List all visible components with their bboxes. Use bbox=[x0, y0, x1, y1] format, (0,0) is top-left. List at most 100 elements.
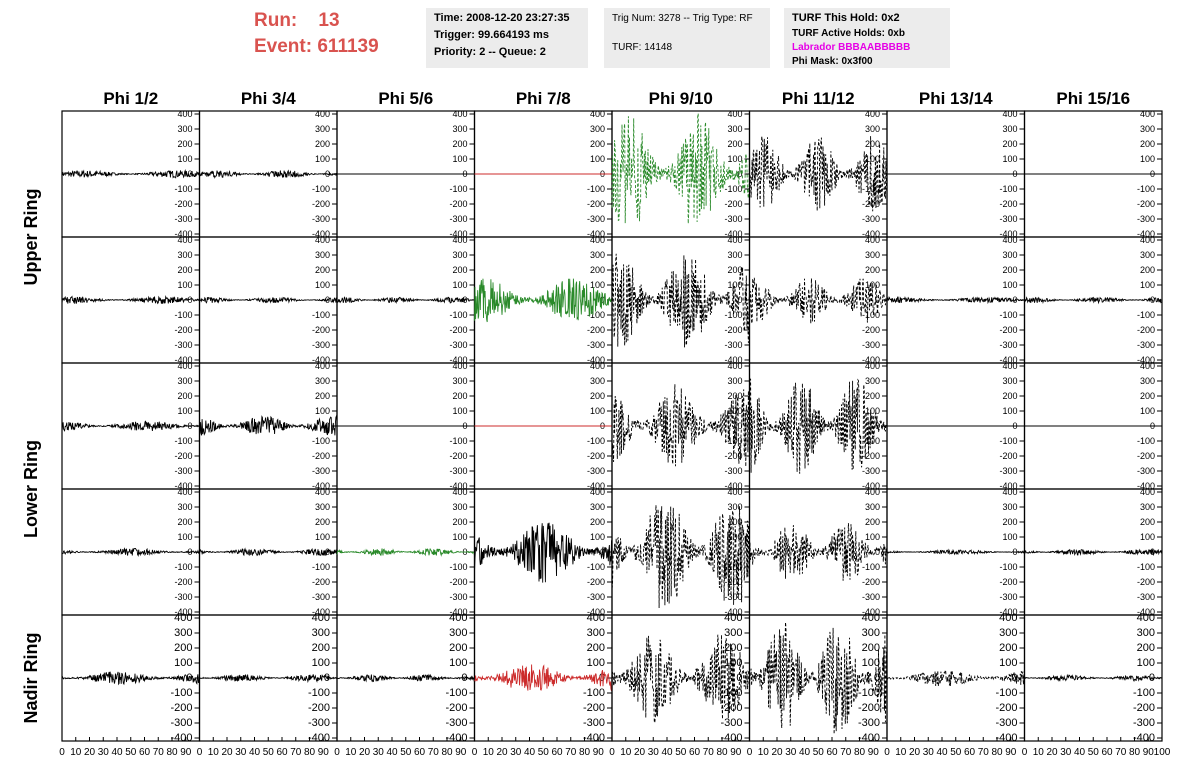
y-tick-label: 100 bbox=[174, 657, 192, 669]
y-tick-label: -300 bbox=[724, 340, 742, 350]
y-tick-label: -300 bbox=[449, 340, 467, 350]
x-tick-label: 60 bbox=[414, 747, 426, 758]
waveform-trace bbox=[199, 414, 338, 437]
y-tick-label: 0 bbox=[599, 672, 605, 684]
waveform-trace bbox=[611, 505, 750, 609]
y-tick-label: 300 bbox=[865, 250, 880, 260]
y-tick-label: 200 bbox=[449, 642, 467, 654]
y-tick-label: 400 bbox=[177, 109, 192, 119]
y-tick-label: 400 bbox=[590, 487, 605, 497]
y-tick-label: -100 bbox=[1133, 687, 1155, 699]
y-tick-label: 200 bbox=[1002, 391, 1017, 401]
y-tick-label: 200 bbox=[724, 642, 742, 654]
waveform-trace bbox=[474, 664, 613, 692]
y-tick-label: 400 bbox=[1002, 487, 1017, 497]
y-tick-label: 100 bbox=[1140, 154, 1155, 164]
x-tick-label: 60 bbox=[551, 747, 563, 758]
x-tick-label: 10 bbox=[483, 747, 495, 758]
y-tick-label: 400 bbox=[177, 487, 192, 497]
priority-text: Priority: 2 -- Queue: 2 bbox=[434, 46, 546, 58]
y-tick-label: -100 bbox=[308, 687, 330, 699]
y-tick-label: -400 bbox=[724, 607, 742, 617]
x-tick-label: 20 bbox=[909, 747, 921, 758]
y-tick-label: -300 bbox=[862, 340, 880, 350]
y-tick-label: 300 bbox=[1140, 502, 1155, 512]
y-tick-label: -100 bbox=[587, 310, 605, 320]
y-tick-label: 100 bbox=[312, 657, 330, 669]
y-tick-label: 400 bbox=[590, 361, 605, 371]
y-tick-label: 300 bbox=[727, 502, 742, 512]
y-tick-label: 400 bbox=[315, 361, 330, 371]
x-tick-label: 90 bbox=[455, 747, 467, 758]
y-tick-label: 200 bbox=[315, 265, 330, 275]
x-tick-label: 30 bbox=[373, 747, 385, 758]
ring-label: Lower Ring bbox=[21, 440, 41, 538]
y-tick-label: -200 bbox=[862, 577, 880, 587]
y-tick-label: -200 bbox=[445, 702, 467, 714]
column-header: Phi 7/8 bbox=[516, 89, 571, 108]
y-tick-label: -300 bbox=[724, 466, 742, 476]
phi-mask-text: Phi Mask: 0x3f00 bbox=[792, 56, 873, 67]
y-tick-label: -300 bbox=[587, 592, 605, 602]
x-tick-label: 70 bbox=[703, 747, 715, 758]
y-tick-label: -200 bbox=[587, 577, 605, 587]
y-tick-label: 300 bbox=[1002, 502, 1017, 512]
y-tick-label: -200 bbox=[862, 325, 880, 335]
y-tick-label: -200 bbox=[720, 702, 742, 714]
y-tick-label: -300 bbox=[862, 592, 880, 602]
run-event-box: Run: 13 Event: 611139 bbox=[254, 8, 379, 60]
x-tick-label: 90 bbox=[318, 747, 330, 758]
time-trigger-panel: Time: 2008-12-20 23:27:35 Trigger: 99.66… bbox=[426, 8, 588, 68]
y-tick-label: 100 bbox=[177, 532, 192, 542]
x-tick-label: 30 bbox=[1060, 747, 1072, 758]
y-tick-label: 400 bbox=[865, 361, 880, 371]
y-tick-label: -300 bbox=[587, 340, 605, 350]
y-tick-label: -200 bbox=[1137, 325, 1155, 335]
y-tick-label: -400 bbox=[1133, 732, 1155, 744]
waveform-trace bbox=[1024, 296, 1163, 305]
y-tick-label: 300 bbox=[452, 376, 467, 386]
waveform-trace bbox=[61, 294, 200, 305]
x-tick-label: 90 bbox=[593, 747, 605, 758]
y-tick-label: -300 bbox=[312, 466, 330, 476]
y-tick-label: 200 bbox=[590, 265, 605, 275]
y-tick-label: -300 bbox=[862, 466, 880, 476]
y-tick-label: -300 bbox=[174, 466, 192, 476]
y-tick-label: -400 bbox=[174, 607, 192, 617]
y-tick-label: 100 bbox=[865, 532, 880, 542]
x-tick-label: 80 bbox=[166, 747, 178, 758]
y-tick-label: -400 bbox=[862, 481, 880, 491]
x-tick-label: 20 bbox=[221, 747, 233, 758]
y-tick-label: 400 bbox=[1137, 612, 1155, 624]
y-tick-label: 400 bbox=[865, 487, 880, 497]
y-tick-label: -300 bbox=[1137, 340, 1155, 350]
waveform-trace bbox=[611, 634, 750, 724]
y-tick-label: -300 bbox=[308, 717, 330, 729]
y-tick-label: -100 bbox=[1137, 436, 1155, 446]
x-tick-label: 50 bbox=[263, 747, 275, 758]
y-tick-label: -100 bbox=[587, 436, 605, 446]
y-tick-label: 300 bbox=[452, 502, 467, 512]
y-tick-label: 400 bbox=[1140, 361, 1155, 371]
y-tick-label: 400 bbox=[865, 235, 880, 245]
x-tick-label: 50 bbox=[400, 747, 412, 758]
y-tick-label: 100 bbox=[1137, 657, 1155, 669]
y-tick-label: -100 bbox=[174, 310, 192, 320]
y-tick-label: 200 bbox=[727, 391, 742, 401]
y-tick-label: -300 bbox=[170, 717, 192, 729]
y-tick-label: 300 bbox=[865, 502, 880, 512]
y-tick-label: -100 bbox=[312, 184, 330, 194]
y-tick-label: 200 bbox=[862, 642, 880, 654]
y-tick-label: 400 bbox=[449, 612, 467, 624]
y-tick-label: -300 bbox=[724, 214, 742, 224]
y-tick-label: 200 bbox=[177, 139, 192, 149]
x-tick-label: 80 bbox=[1129, 747, 1141, 758]
y-tick-label: 300 bbox=[1002, 250, 1017, 260]
y-tick-label: -100 bbox=[174, 562, 192, 572]
x-tick-label: 50 bbox=[950, 747, 962, 758]
x-tick-label: 20 bbox=[84, 747, 96, 758]
y-tick-label: -100 bbox=[1137, 562, 1155, 572]
y-tick-label: -100 bbox=[999, 562, 1017, 572]
x-tick-label: 80 bbox=[991, 747, 1003, 758]
y-tick-label: 100 bbox=[1140, 532, 1155, 542]
